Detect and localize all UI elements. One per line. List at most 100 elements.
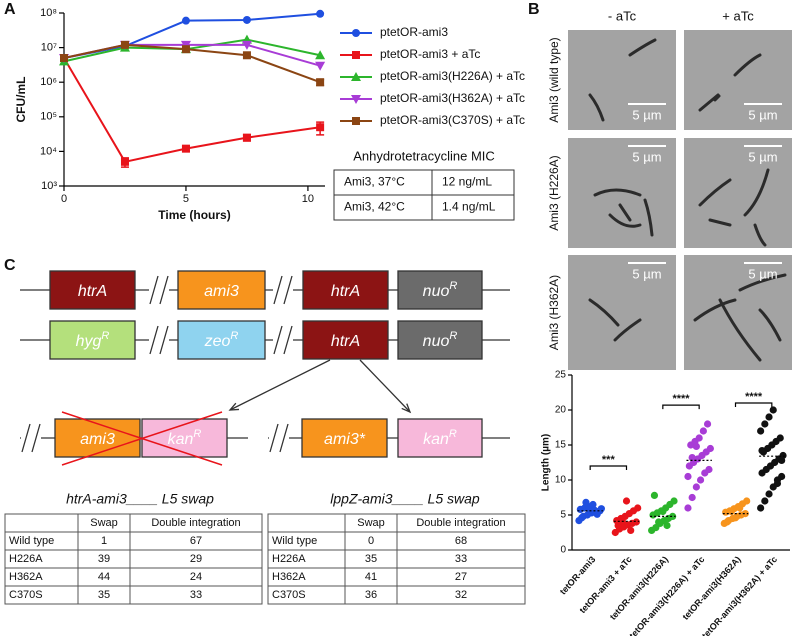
table-header: Double integration xyxy=(416,517,505,529)
marker xyxy=(120,40,129,49)
data-point xyxy=(627,526,635,535)
y-tick-label: 10⁶ xyxy=(40,76,57,88)
table-cell: 36 xyxy=(365,589,377,601)
data-point xyxy=(582,498,590,506)
table-cell: Wild type xyxy=(9,535,54,547)
data-point xyxy=(663,521,671,530)
scale-bar-label: 5 µm xyxy=(748,266,777,281)
micrograph xyxy=(568,30,676,130)
data-point xyxy=(758,447,766,455)
table-cell: 41 xyxy=(365,571,377,583)
micrograph xyxy=(684,138,792,248)
data-point xyxy=(634,504,642,512)
table-cell: 29 xyxy=(190,553,202,565)
data-point xyxy=(757,427,765,435)
marker xyxy=(316,123,325,132)
table-cell: C370S xyxy=(272,589,306,601)
legend-label: ptetOR-ami3(H226A) + aTc xyxy=(380,69,525,83)
micrograph xyxy=(684,255,792,370)
marker xyxy=(242,51,251,60)
cell xyxy=(693,298,737,322)
table-cell: 27 xyxy=(455,571,467,583)
column-label: + aTc xyxy=(722,8,754,23)
gene-label: nuoR xyxy=(423,280,458,300)
gene-box xyxy=(301,418,388,458)
x-tick-label: 5 xyxy=(183,193,189,205)
break-mark xyxy=(269,423,289,453)
cell xyxy=(588,298,620,327)
gene-label: zeoR xyxy=(204,330,239,350)
break-mark xyxy=(273,325,293,355)
gene-name: kan xyxy=(423,431,449,448)
marker xyxy=(242,133,251,142)
data-point xyxy=(695,434,703,442)
arrow-head xyxy=(228,402,240,411)
panel-label: A xyxy=(4,1,16,18)
gene-box xyxy=(54,418,141,458)
table-cell: 44 xyxy=(98,571,110,583)
data-point xyxy=(659,507,667,516)
break-mark xyxy=(273,275,293,305)
y-tick-label: 25 xyxy=(555,370,567,381)
gene-superscript: R xyxy=(449,428,457,440)
break-gap xyxy=(21,435,41,441)
gene-superscript: R xyxy=(101,330,109,342)
scale-bar-label: 5 µm xyxy=(748,149,777,164)
gene-label: htrA xyxy=(331,333,360,350)
table-cell: C370S xyxy=(9,589,43,601)
marker xyxy=(181,45,190,54)
column-label: - aTc xyxy=(608,8,637,23)
series-line xyxy=(63,12,321,59)
cell xyxy=(613,318,642,342)
data-point xyxy=(736,504,744,512)
marker xyxy=(316,9,325,18)
table-cell: H226A xyxy=(9,553,43,565)
data-point xyxy=(778,472,786,481)
micrograph xyxy=(568,138,676,248)
data-point xyxy=(650,491,659,499)
legend-marker xyxy=(352,117,360,125)
gene-name: kan xyxy=(168,431,194,448)
data-point xyxy=(761,497,769,505)
significance-label: *** xyxy=(602,454,616,466)
table-cell: 68 xyxy=(455,535,467,547)
gene-name: ami3* xyxy=(324,431,366,448)
y-tick-label: 10⁷ xyxy=(41,42,57,54)
gene-name: zeo xyxy=(204,333,231,350)
data-point xyxy=(741,509,749,518)
table-cell: Wild type xyxy=(272,535,317,547)
significance-bracket xyxy=(734,402,773,407)
marker xyxy=(315,61,326,71)
marker xyxy=(60,54,68,63)
cell xyxy=(743,168,770,217)
panel-label: C xyxy=(4,257,16,274)
table-cell: 33 xyxy=(190,589,202,601)
marker xyxy=(181,144,190,153)
data-point xyxy=(692,483,700,491)
cell xyxy=(758,308,782,342)
table-title: lppZ-ami3____ L5 swap xyxy=(330,491,480,507)
gene-name: nuo xyxy=(423,283,450,300)
series-line xyxy=(63,57,321,163)
x-tick-label: 0 xyxy=(61,193,67,205)
gene-label: kanR xyxy=(423,428,457,448)
data-point xyxy=(670,497,678,505)
marker xyxy=(120,157,129,166)
break-gap xyxy=(273,337,293,343)
gene-box xyxy=(397,270,483,310)
data-point xyxy=(769,406,777,414)
cell xyxy=(718,298,762,362)
cell xyxy=(628,38,657,57)
cell xyxy=(713,94,721,102)
gene-box xyxy=(397,418,483,458)
data-point xyxy=(696,476,705,484)
data-point xyxy=(684,472,692,481)
y-tick-label: 15 xyxy=(555,440,567,451)
gene-box xyxy=(141,418,228,458)
table-header: Swap xyxy=(357,517,385,529)
cell xyxy=(753,223,767,247)
y-tick-label: 20 xyxy=(555,405,567,416)
table-cell: Ami3, 37°C xyxy=(344,175,405,189)
cell xyxy=(593,188,642,197)
table-cell: 1 xyxy=(101,535,107,547)
